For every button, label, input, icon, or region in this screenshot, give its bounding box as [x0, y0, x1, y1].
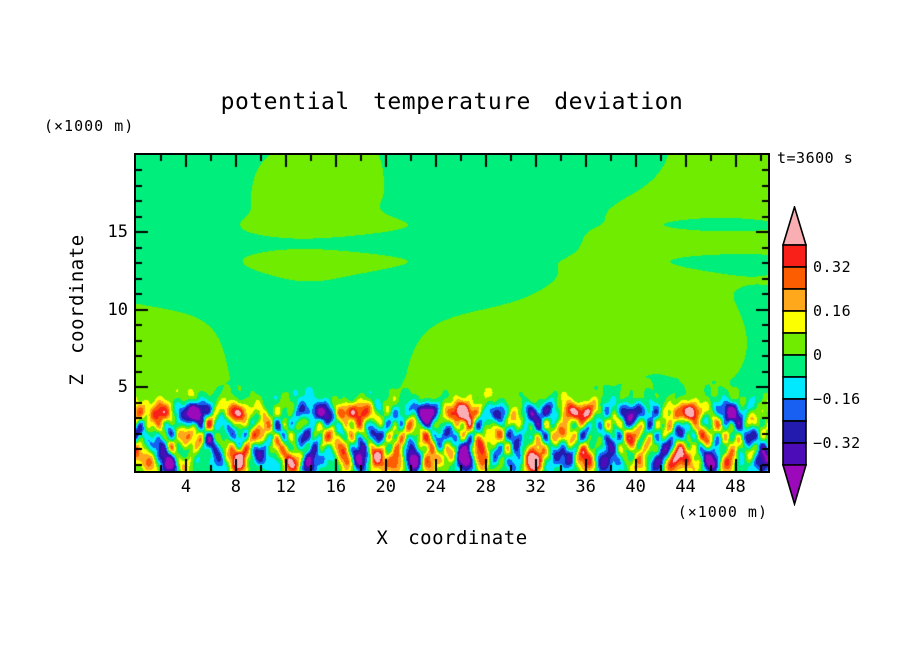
colorbar-label: −0.16 — [813, 390, 861, 408]
colorbar-label: −0.32 — [813, 434, 861, 452]
z-tick-label: 15 — [107, 222, 128, 243]
colorbar-bin — [782, 310, 807, 334]
colorbar-bin — [782, 288, 807, 312]
x-tick-label: 40 — [625, 477, 646, 497]
x-tick-label: 28 — [475, 477, 496, 497]
colorbar-bin — [782, 354, 807, 378]
z-tick-label: 5 — [117, 377, 128, 398]
x-tick-label: 44 — [675, 477, 696, 497]
colorbar-label: 0.32 — [813, 258, 852, 276]
colorbar — [781, 206, 808, 506]
x-tick-label: 12 — [275, 477, 297, 497]
colorbar-bin — [782, 420, 807, 444]
x-tick-label: 16 — [325, 477, 347, 497]
x-tick-label: 8 — [230, 477, 242, 497]
z-tick-label: 10 — [107, 299, 128, 320]
colorbar-bin — [782, 398, 807, 422]
colorbar-under-arrow — [781, 464, 808, 506]
x-axis-units-label: (×1000 m) — [677, 503, 768, 521]
plot-title: potential temperature deviation — [220, 89, 684, 115]
colorbar-bin — [782, 244, 807, 268]
x-tick-label: 4 — [180, 477, 192, 497]
x-tick-label: 36 — [575, 477, 596, 497]
colorbar-bin — [782, 376, 807, 400]
z-axis-units-label: (×1000 m) — [44, 117, 135, 135]
colorbar-over-arrow — [781, 206, 808, 246]
colorbar-label: 0.16 — [813, 302, 852, 320]
colorbar-label: 0 — [813, 346, 823, 364]
x-tick-label: 48 — [725, 477, 746, 497]
contour-canvas — [136, 155, 768, 471]
time-annotation: t=3600 s — [777, 149, 854, 167]
x-tick-label: 32 — [525, 477, 546, 497]
x-tick-label: 20 — [375, 477, 397, 497]
colorbar-bin — [782, 332, 807, 356]
plot-frame — [134, 153, 770, 473]
x-tick-label: 24 — [425, 477, 446, 497]
colorbar-bin — [782, 442, 807, 466]
colorbar-bin — [782, 266, 807, 290]
x-axis-title: X coordinate — [376, 527, 528, 549]
